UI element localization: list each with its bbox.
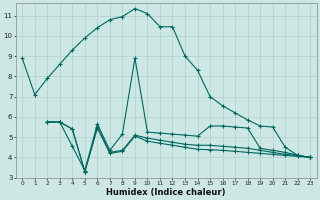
X-axis label: Humidex (Indice chaleur): Humidex (Indice chaleur) (107, 188, 226, 197)
